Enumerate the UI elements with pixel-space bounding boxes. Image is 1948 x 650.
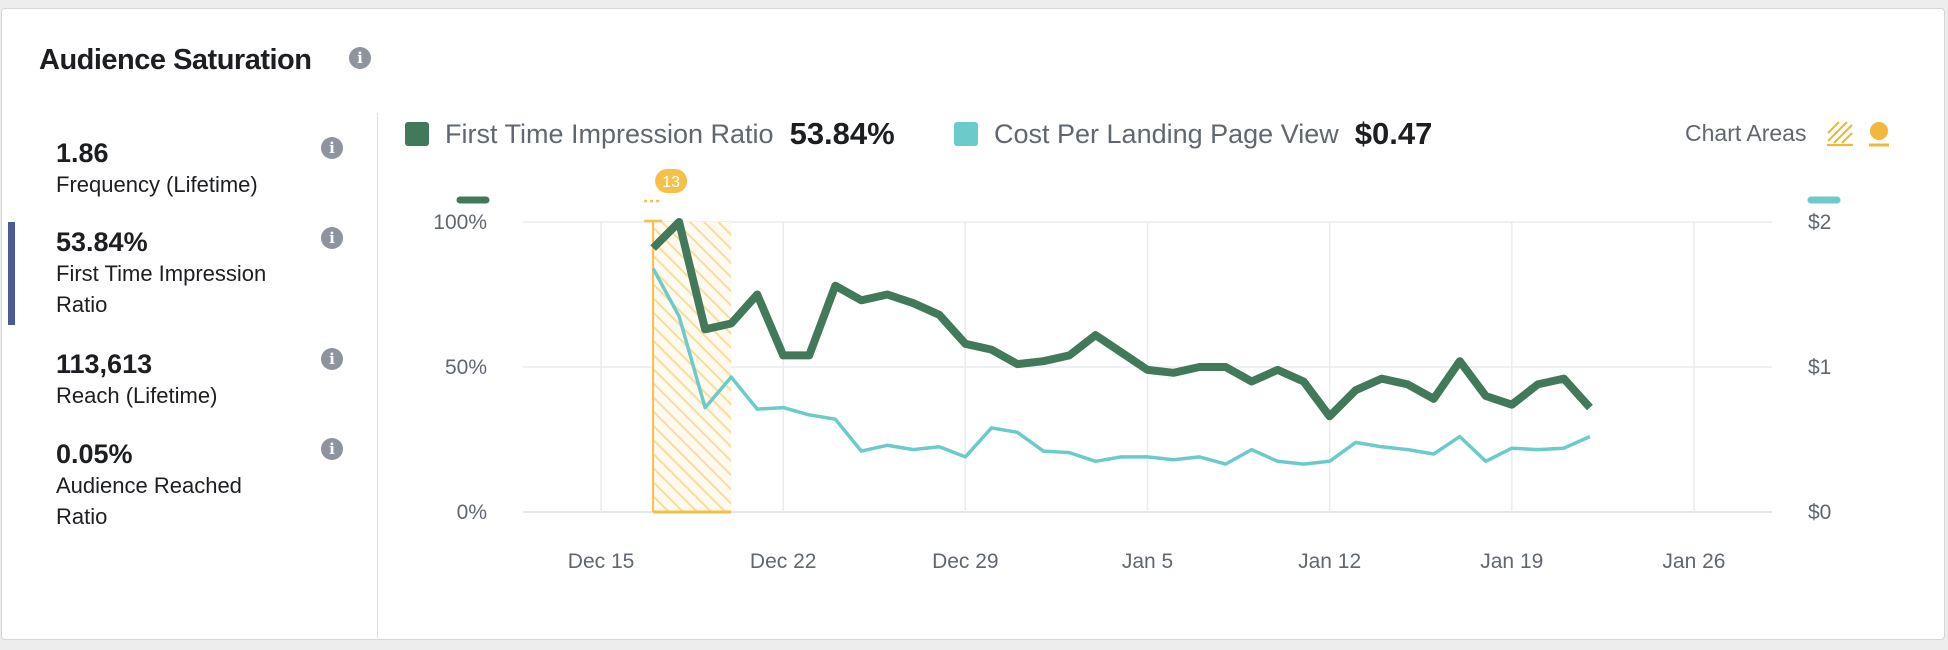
legend-value: $0.47 <box>1354 116 1433 151</box>
series1-swatch <box>405 122 429 146</box>
x-tick-label: Jan 19 <box>1480 550 1543 573</box>
x-tick-label: Jan 26 <box>1662 550 1725 573</box>
stat-value: 1.86 <box>56 138 109 168</box>
stat-label: Reach (Lifetime) <box>56 383 218 408</box>
stat-reach[interactable]: 113,613 Reach (Lifetime) <box>56 348 306 411</box>
stat-value: 0.05% <box>56 439 133 469</box>
legend-label: First Time Impression Ratio <box>445 118 774 149</box>
info-icon[interactable]: i <box>321 438 343 460</box>
hatched-area-icon[interactable] <box>1827 121 1853 147</box>
info-icon[interactable]: i <box>321 137 343 159</box>
y-left-tick-label: 50% <box>445 356 487 379</box>
info-icon[interactable]: i <box>321 227 343 249</box>
stat-value: 113,613 <box>56 349 153 379</box>
x-tick-label: Dec 29 <box>932 550 999 573</box>
y-right-tick-label: $0 <box>1808 501 1831 524</box>
info-icon[interactable]: i <box>321 348 343 370</box>
highlight-badge-text: 13 <box>662 174 680 191</box>
panel-divider <box>377 113 378 638</box>
stat-frequency[interactable]: 1.86 Frequency (Lifetime) <box>56 137 306 200</box>
audience-saturation-card <box>1 8 1945 640</box>
legend-value: 53.84% <box>789 116 895 151</box>
y-right-tick-label: $2 <box>1808 211 1831 234</box>
stat-value: 53.84% <box>56 227 148 257</box>
card-title: Audience Saturation <box>39 44 312 76</box>
chart-areas-label: Chart Areas <box>1685 120 1807 146</box>
y-right-tick-label: $1 <box>1808 356 1831 379</box>
series-lines <box>650 218 1593 466</box>
event-marker-icon[interactable] <box>1867 120 1891 148</box>
y-left-tick-label: 0% <box>457 501 487 524</box>
x-tick-label: Dec 22 <box>750 550 817 573</box>
info-icon[interactable]: i <box>349 47 371 69</box>
stat-label: Frequency (Lifetime) <box>56 172 258 197</box>
y-axis-labels: 100% 50% 0% $2 $1 $0 <box>433 211 1831 524</box>
series2-swatch <box>954 122 978 146</box>
legend-item-series2[interactable]: Cost Per Landing Page View $0.47 <box>954 116 1432 152</box>
x-tick-label: Dec 15 <box>568 550 635 573</box>
series-line-2 <box>651 267 1591 466</box>
stat-audience-reached-ratio[interactable]: 0.05% Audience Reached Ratio <box>56 438 276 532</box>
legend-item-series1[interactable]: First Time Impression Ratio 53.84% <box>405 116 895 152</box>
x-axis-labels: Dec 15 Dec 22 Dec 29 Jan 5 Jan 12 Jan 19 Jan 2… <box>568 550 1726 573</box>
x-tick-label: Jan 5 <box>1122 550 1173 573</box>
stat-label: First Time Impression Ratio <box>56 261 267 317</box>
legend-label: Cost Per Landing Page View <box>994 118 1339 149</box>
selected-indicator <box>8 222 15 325</box>
x-tick-label: Jan 12 <box>1298 550 1361 573</box>
stat-label: Audience Reached Ratio <box>56 473 242 529</box>
series-line-1 <box>650 218 1593 421</box>
y-left-tick-label: 100% <box>433 211 487 234</box>
highlight-badge <box>655 169 688 193</box>
stat-first-time-impression-ratio[interactable]: 53.84% First Time Impression Ratio <box>56 226 301 320</box>
